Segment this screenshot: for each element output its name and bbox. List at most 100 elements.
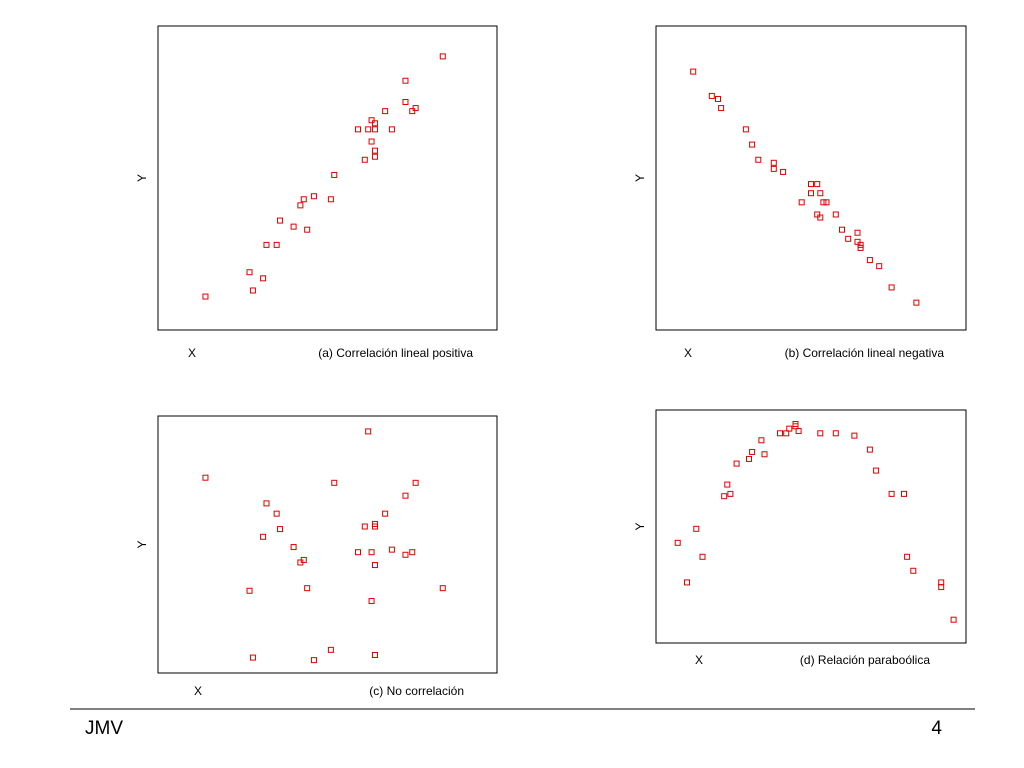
point [310,657,317,664]
plot-frame [157,25,498,331]
point [290,544,297,551]
point [786,425,793,432]
point [371,126,378,133]
point [402,492,409,499]
point [749,448,756,455]
point [263,500,270,507]
point [770,159,777,166]
y-axis-label: Y [135,540,149,548]
point [808,190,814,197]
point [792,420,799,427]
point [402,551,409,558]
point [409,108,416,115]
point [866,446,873,453]
point [749,141,756,148]
point [371,652,378,659]
chart-title: (c) No correlación [369,684,464,698]
point [873,467,880,474]
point [365,428,372,435]
point [742,126,749,133]
point [361,523,368,530]
point [365,126,372,133]
point [854,229,861,236]
point [297,202,304,209]
point [304,226,311,233]
point [355,126,362,133]
point [368,598,375,605]
point [746,455,752,462]
point [368,117,375,124]
point [857,241,864,248]
point [904,553,911,560]
point [260,275,267,282]
point [808,181,814,188]
point [817,430,824,437]
point [202,474,209,481]
plot-frame [157,415,498,674]
point [273,510,280,517]
point [814,181,821,188]
chart-title: (d) Relación paraboólica [800,653,930,667]
point [839,226,845,233]
point [857,244,864,251]
point [439,585,446,592]
x-axis-label: X [194,684,202,698]
point [331,479,338,486]
point [402,99,409,105]
point [304,585,311,592]
plot-frame [655,25,967,331]
point [674,539,681,546]
point [783,430,790,437]
point [331,171,338,178]
point [795,427,802,434]
point [876,263,883,270]
point [901,490,907,497]
point [888,284,895,291]
point [832,211,839,218]
point [327,196,334,203]
point [439,53,446,60]
point [845,235,852,242]
point [727,490,734,497]
point [693,525,700,532]
point [300,196,307,203]
point [412,105,419,112]
point [724,481,731,488]
point [814,211,821,218]
point [273,241,280,248]
point [866,257,873,264]
point [690,68,697,75]
point [260,533,267,540]
point [202,293,209,300]
point [851,432,858,439]
point [388,126,395,133]
point [721,493,728,500]
x-axis-label: X [684,346,692,360]
point [355,549,362,556]
point [371,147,378,154]
point [913,299,920,306]
point [950,616,957,623]
plot-frame [655,409,967,644]
point [823,199,830,206]
point [382,108,389,115]
point [832,430,839,437]
y-axis-label: Y [633,174,647,182]
point [798,199,805,206]
point [371,562,378,569]
point [938,579,945,586]
point [388,546,395,553]
point [708,92,715,99]
point [854,238,861,245]
point [310,193,317,200]
point [371,523,378,530]
point [368,138,375,145]
y-axis-label: Y [633,522,647,530]
point [277,217,284,224]
point [817,214,824,221]
point [684,579,690,586]
point [718,105,725,112]
point [361,156,368,163]
point [327,646,334,653]
